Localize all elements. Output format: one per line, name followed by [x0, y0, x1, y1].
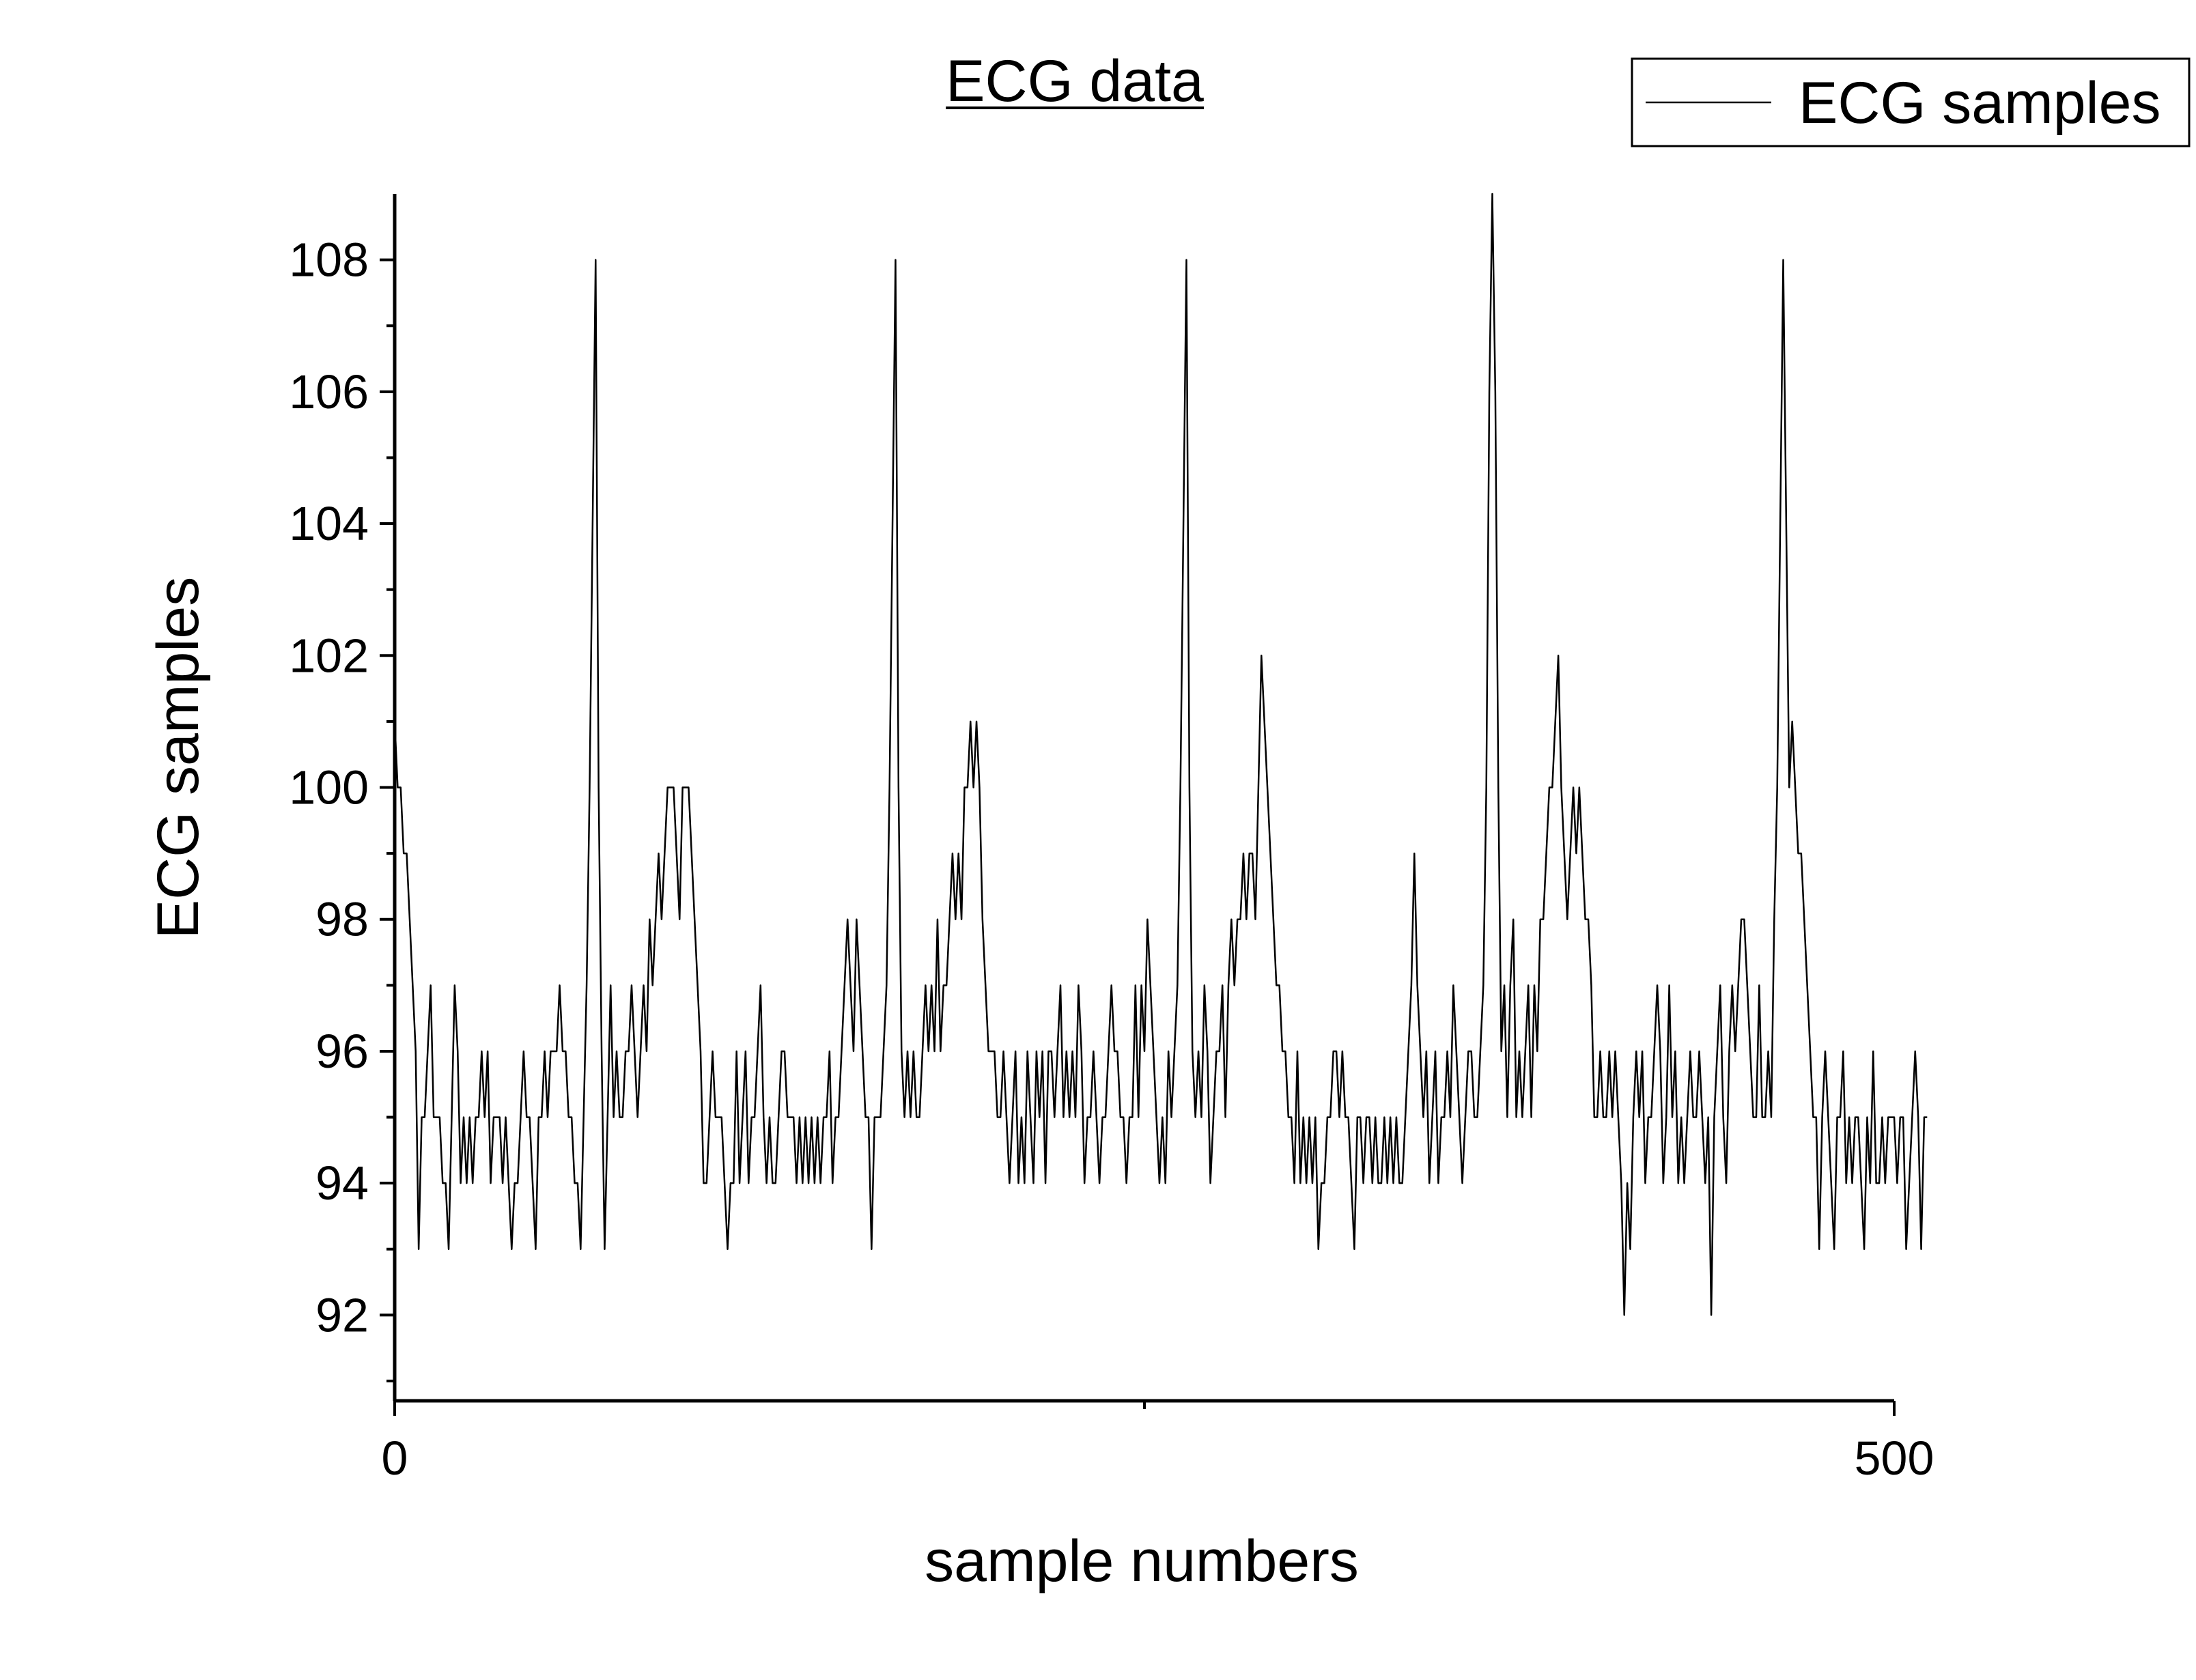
- y-tick-label: 96: [315, 1025, 369, 1078]
- legend-label: ECG samples: [1799, 70, 2161, 136]
- series-line-ecg-samples: [393, 193, 1928, 1316]
- y-tick-label: 100: [289, 761, 369, 814]
- y-tick-label: 108: [289, 233, 369, 287]
- x-tick-label: 0: [382, 1432, 408, 1485]
- legend: ECG samples: [1631, 57, 2191, 147]
- y-ticks: 92 94 96 98 100 102 104 106 108: [289, 233, 395, 1383]
- x-axis-label: sample numbers: [925, 1528, 1359, 1594]
- y-tick-label: 98: [315, 893, 369, 946]
- y-tick-label: 106: [289, 365, 369, 418]
- x-tick-label: 500: [1855, 1432, 1934, 1485]
- axes: [393, 194, 1894, 1403]
- x-ticks: 0 500: [382, 1401, 1934, 1485]
- chart-title: ECG data: [946, 48, 1204, 114]
- legend-box: [1631, 57, 2191, 147]
- y-tick-label: 94: [315, 1156, 369, 1210]
- y-tick-label: 92: [315, 1288, 369, 1341]
- y-tick-label: 102: [289, 629, 369, 682]
- y-axis-label: ECG samples: [145, 577, 211, 939]
- y-tick-label: 104: [289, 497, 369, 550]
